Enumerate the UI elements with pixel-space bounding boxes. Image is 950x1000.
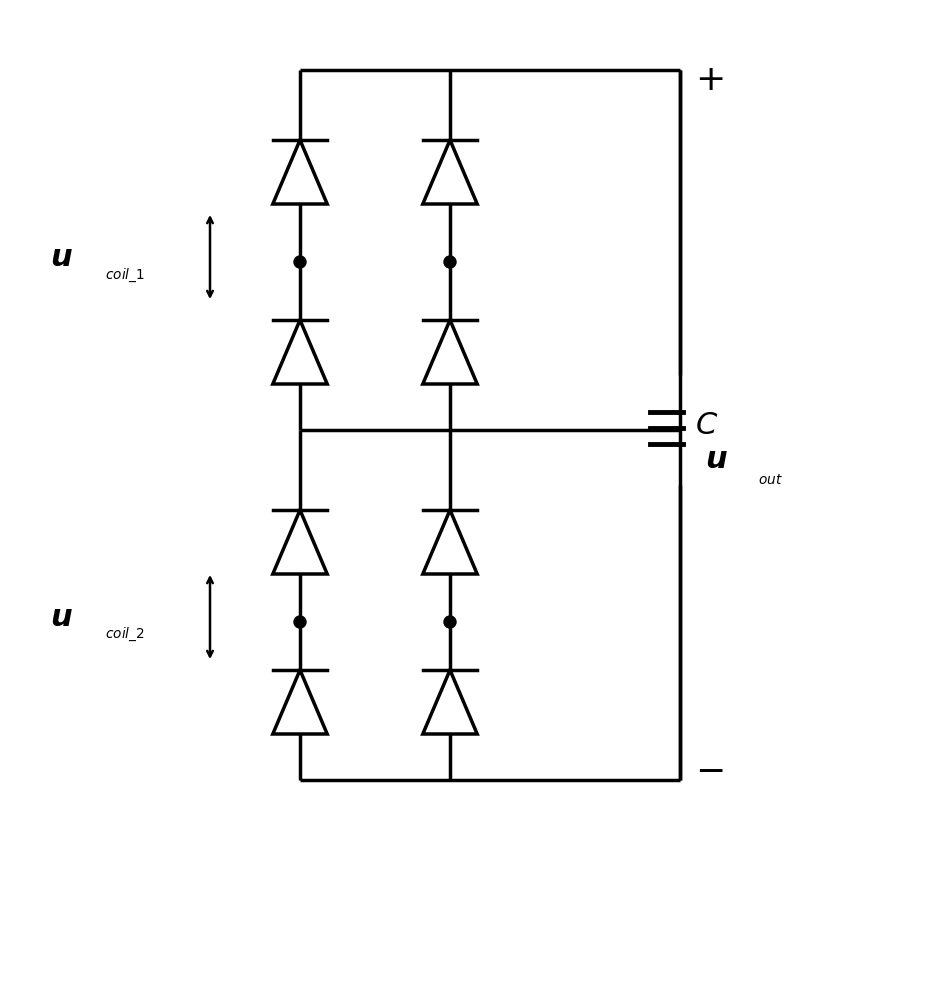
Text: $_{out}$: $_{out}$ [758, 468, 783, 487]
Text: $C$: $C$ [695, 410, 718, 440]
Circle shape [294, 256, 306, 268]
Text: $-$: $-$ [695, 753, 724, 787]
Circle shape [294, 616, 306, 628]
Text: $+$: $+$ [695, 63, 724, 97]
Text: $_{coil\_2}$: $_{coil\_2}$ [105, 626, 144, 645]
Text: $\bfit{u}$: $\bfit{u}$ [50, 242, 73, 271]
Text: $\bfit{u}$: $\bfit{u}$ [50, 602, 73, 632]
Circle shape [444, 616, 456, 628]
Text: $_{coil\_1}$: $_{coil\_1}$ [105, 265, 144, 284]
Circle shape [444, 256, 456, 268]
Text: $\bfit{u}$: $\bfit{u}$ [705, 446, 728, 475]
